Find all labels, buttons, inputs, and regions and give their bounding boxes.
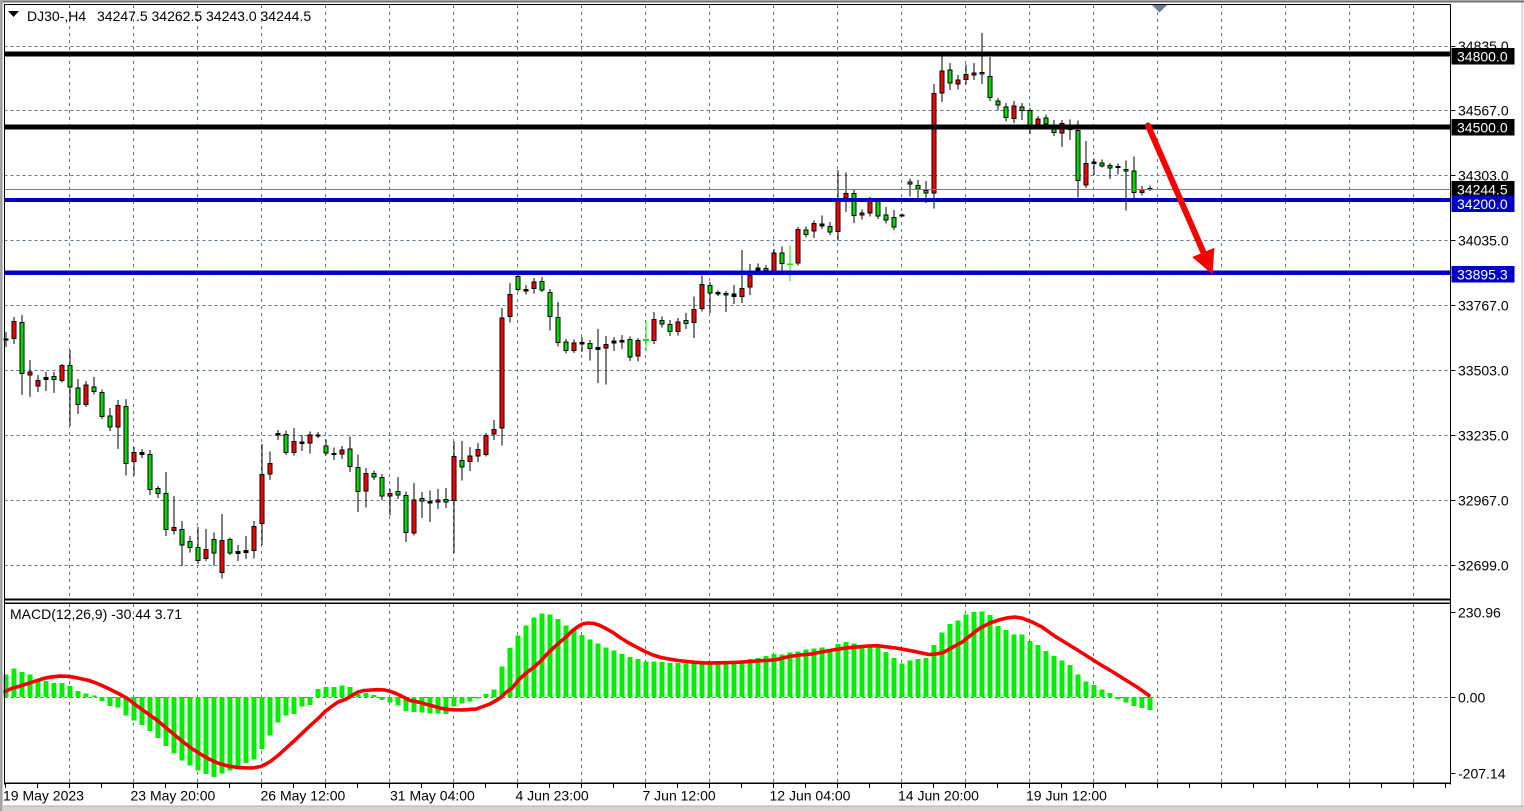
svg-text:23 May 20:00: 23 May 20:00	[131, 787, 216, 803]
svg-text:26 May 12:00: 26 May 12:00	[261, 787, 346, 803]
svg-text:31 May 04:00: 31 May 04:00	[390, 787, 475, 803]
svg-text:34800.0: 34800.0	[1457, 48, 1508, 64]
svg-text:34567.0: 34567.0	[1458, 103, 1509, 119]
svg-text:34303.0: 34303.0	[1458, 168, 1509, 184]
svg-text:33767.0: 33767.0	[1458, 298, 1509, 314]
svg-text:34244.5: 34244.5	[1457, 181, 1508, 197]
svg-text:12 Jun 04:00: 12 Jun 04:00	[770, 787, 851, 803]
svg-text:DJ30-,H4 34247.5 34262.5 3424: DJ30-,H4 34247.5 34262.5 34243.0 34244.5	[27, 8, 311, 24]
svg-text:MACD(12,26,9) -30.44 3.71: MACD(12,26,9) -30.44 3.71	[10, 606, 182, 622]
svg-text:34200.0: 34200.0	[1457, 196, 1508, 212]
svg-text:33235.0: 33235.0	[1458, 428, 1509, 444]
svg-text:34035.0: 34035.0	[1458, 233, 1509, 249]
svg-text:230.96: 230.96	[1458, 605, 1501, 621]
svg-text:32967.0: 32967.0	[1458, 493, 1509, 509]
svg-text:34500.0: 34500.0	[1457, 119, 1508, 135]
svg-text:4 Jun 23:00: 4 Jun 23:00	[516, 787, 589, 803]
svg-text:0.00: 0.00	[1458, 690, 1485, 706]
svg-text:33895.3: 33895.3	[1457, 266, 1508, 282]
svg-text:19 Jun 12:00: 19 Jun 12:00	[1026, 787, 1107, 803]
svg-text:33503.0: 33503.0	[1458, 363, 1509, 379]
svg-text:-207.14: -207.14	[1458, 766, 1506, 782]
svg-text:14 Jun 20:00: 14 Jun 20:00	[898, 787, 979, 803]
svg-text:7 Jun 12:00: 7 Jun 12:00	[643, 787, 716, 803]
svg-text:19 May 2023: 19 May 2023	[3, 787, 84, 803]
svg-text:32699.0: 32699.0	[1458, 558, 1509, 574]
